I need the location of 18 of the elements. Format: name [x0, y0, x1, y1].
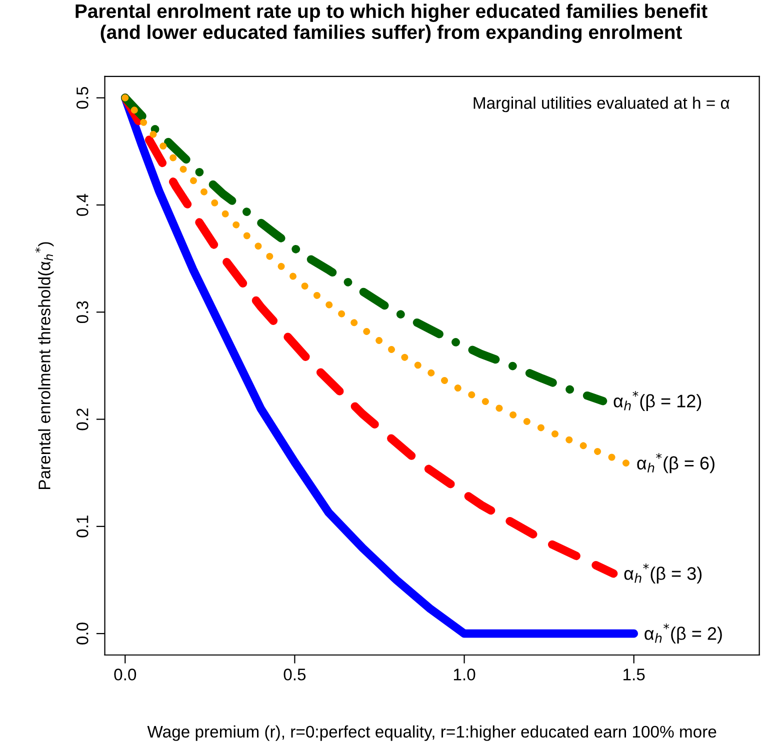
series-label: α$_{h}$$^{*}$(β = 12)	[614, 390, 702, 411]
x-tick-label: 0.5	[284, 668, 306, 680]
series-label: α$_{h}$$^{*}$(β = 3)	[624, 563, 702, 584]
chart-title: Parental enrolment rate up to which higher educated families benefit (and lower educated families suffer) from expanding enrolment	[76, 4, 708, 43]
y-tick-label: 0.4	[76, 194, 88, 216]
y-tick-label: 0.1	[76, 516, 88, 538]
y-tick-label: 0.5	[76, 86, 88, 109]
y-tick-label: 0.2	[76, 408, 88, 430]
x-tick-label: 1.0	[454, 668, 476, 680]
y-tick-label: 0.3	[76, 301, 88, 324]
annotation: Marginal utilities evaluated at h = α	[474, 96, 730, 112]
series-label: α$_{h}$$^{*}$(β = 6)	[637, 453, 714, 474]
x-axis-title: Wage premium (r), r=0:perfect equality, r=1:higher educated earn 100% more	[147, 725, 716, 741]
x-tick-label: 1.5	[624, 668, 645, 680]
y-tick-label: 0.0	[76, 622, 88, 645]
series-label: α$_{h}$$^{*}$(β = 2)	[644, 623, 722, 644]
x-tick-label: 0.0	[114, 668, 136, 680]
y-axis-title: Parental enrolment threshold(α$_{h}$$^{*}$)	[35, 242, 54, 489]
